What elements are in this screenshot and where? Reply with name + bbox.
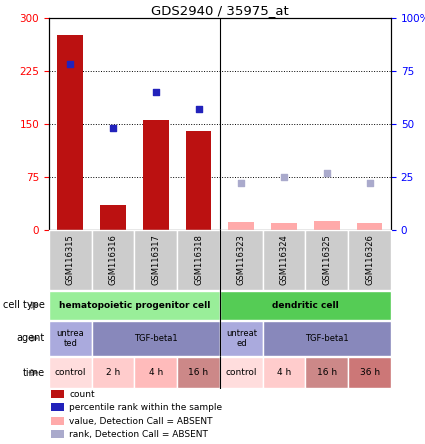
Point <box>238 180 245 187</box>
Bar <box>348 230 391 290</box>
Text: time: time <box>23 368 45 377</box>
Bar <box>177 230 220 290</box>
Text: TGF-beta1: TGF-beta1 <box>305 334 348 343</box>
Bar <box>51 430 64 438</box>
Text: count: count <box>69 390 95 399</box>
Text: GSM116317: GSM116317 <box>151 234 160 285</box>
Bar <box>49 230 92 290</box>
Bar <box>263 230 306 290</box>
Text: percentile rank within the sample: percentile rank within the sample <box>69 404 223 412</box>
Text: GSM116325: GSM116325 <box>322 234 332 285</box>
Bar <box>306 357 348 388</box>
Bar <box>348 357 391 388</box>
Bar <box>229 222 254 230</box>
Bar <box>220 290 391 320</box>
Bar <box>306 230 348 290</box>
Bar <box>134 357 177 388</box>
Bar <box>177 357 220 388</box>
Bar <box>49 290 220 320</box>
Text: TGF-beta1: TGF-beta1 <box>134 334 178 343</box>
Text: untreat
ed: untreat ed <box>226 329 257 348</box>
Bar <box>92 230 134 290</box>
Bar <box>49 357 92 388</box>
Text: GSM116318: GSM116318 <box>194 234 203 285</box>
Bar <box>263 357 306 388</box>
Text: GSM116316: GSM116316 <box>108 234 118 285</box>
Point <box>110 125 116 132</box>
Text: GSM116323: GSM116323 <box>237 234 246 285</box>
Text: cell type: cell type <box>3 300 45 310</box>
Text: control: control <box>226 368 257 377</box>
Bar <box>100 205 126 230</box>
Text: agent: agent <box>17 333 45 343</box>
Bar <box>92 357 134 388</box>
Point <box>195 106 202 113</box>
Text: 2 h: 2 h <box>106 368 120 377</box>
Bar <box>220 321 263 356</box>
Text: 16 h: 16 h <box>189 368 209 377</box>
Text: GSM116326: GSM116326 <box>365 234 374 285</box>
Bar <box>49 321 92 356</box>
Bar <box>220 230 263 290</box>
Text: 4 h: 4 h <box>149 368 163 377</box>
Title: GDS2940 / 35975_at: GDS2940 / 35975_at <box>151 4 289 16</box>
Bar <box>314 221 340 230</box>
Point <box>280 174 287 181</box>
Bar <box>57 36 83 230</box>
Text: GSM116324: GSM116324 <box>280 234 289 285</box>
Bar <box>134 230 177 290</box>
Text: rank, Detection Call = ABSENT: rank, Detection Call = ABSENT <box>69 430 208 439</box>
Point <box>67 61 74 68</box>
Bar <box>51 416 64 425</box>
Point <box>323 169 330 176</box>
Text: untrea
ted: untrea ted <box>57 329 84 348</box>
Bar <box>263 321 391 356</box>
Bar <box>51 390 64 398</box>
Text: control: control <box>54 368 86 377</box>
Text: value, Detection Call = ABSENT: value, Detection Call = ABSENT <box>69 416 213 426</box>
Bar <box>271 223 297 230</box>
Text: 36 h: 36 h <box>360 368 380 377</box>
Text: 16 h: 16 h <box>317 368 337 377</box>
Bar <box>186 131 211 230</box>
Text: 4 h: 4 h <box>277 368 291 377</box>
Bar <box>220 357 263 388</box>
Bar <box>51 403 64 412</box>
Point <box>153 88 159 95</box>
Point <box>366 180 373 187</box>
Text: dendritic cell: dendritic cell <box>272 301 339 309</box>
Bar <box>92 321 220 356</box>
Text: hematopoietic progenitor cell: hematopoietic progenitor cell <box>59 301 210 309</box>
Bar <box>357 223 382 230</box>
Bar <box>143 120 169 230</box>
Text: GSM116315: GSM116315 <box>66 234 75 285</box>
